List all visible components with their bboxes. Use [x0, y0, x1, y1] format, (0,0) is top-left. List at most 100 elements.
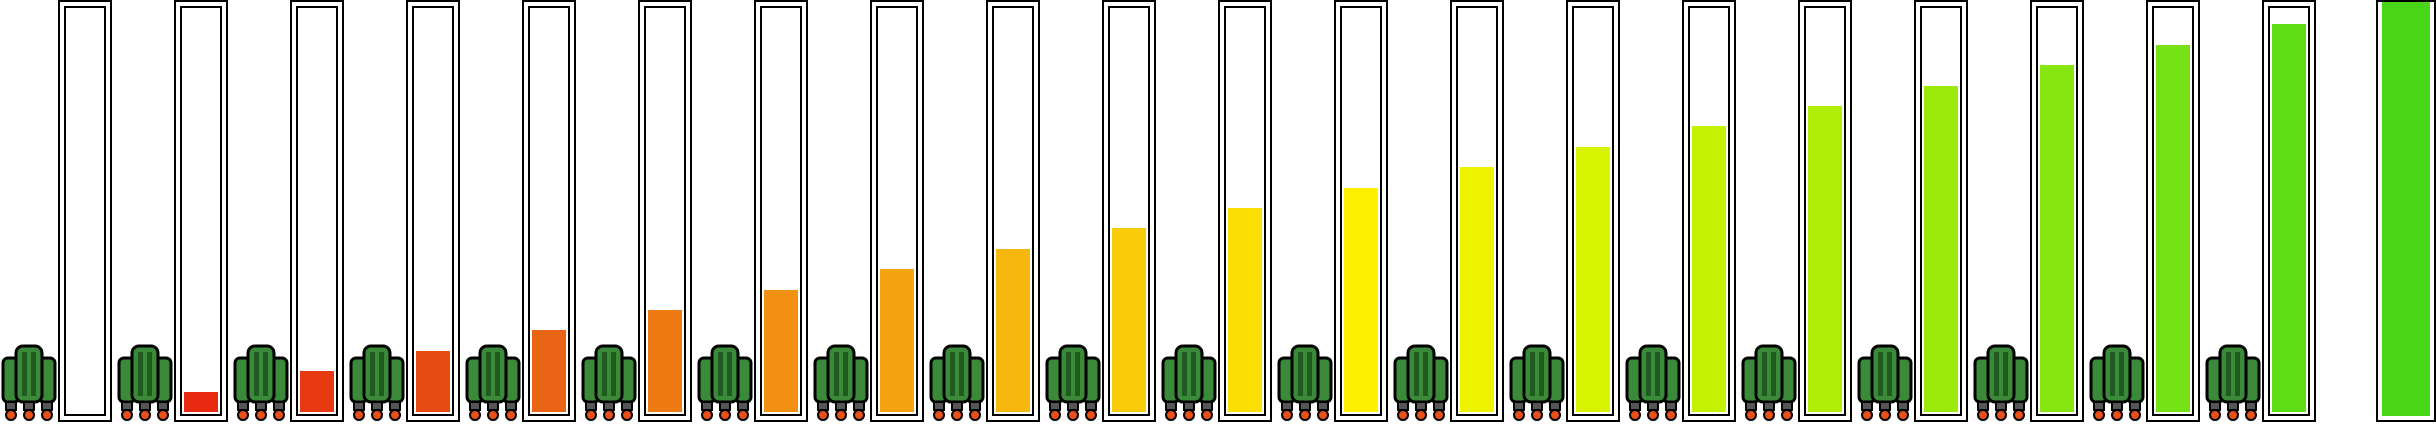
fuel-gauge-fill	[1460, 167, 1494, 412]
fuel-gauge	[1914, 0, 1968, 422]
fuel-gauge-fill	[1576, 147, 1610, 412]
fuel-gauge-track	[1104, 2, 1154, 420]
jetpack-icon	[464, 338, 522, 422]
fuel-gauge-track	[524, 2, 574, 420]
sprite-frame	[116, 0, 232, 422]
sprite-frame	[1624, 0, 1740, 422]
fuel-gauge-fill	[532, 330, 566, 412]
fuel-gauge	[1102, 0, 1156, 422]
fuel-gauge	[2376, 0, 2436, 422]
fuel-gauge-track	[1336, 2, 1386, 420]
fuel-gauge-fill	[1228, 208, 1262, 412]
jetpack-icon	[1740, 338, 1798, 422]
fuel-gauge-fill	[416, 351, 450, 412]
sprite-frame	[0, 0, 116, 422]
fuel-gauge-track	[60, 2, 110, 420]
sprite-frame	[348, 0, 464, 422]
fuel-gauge-fill	[2382, 2, 2430, 416]
fuel-gauge	[754, 0, 808, 422]
jetpack-icon	[1392, 338, 1450, 422]
fuel-gauge	[290, 0, 344, 422]
fuel-gauge	[174, 0, 228, 422]
fuel-gauge-fill	[1924, 86, 1958, 412]
fuel-gauge-fill	[1692, 126, 1726, 412]
fuel-gauge	[1566, 0, 1620, 422]
sprite-frame	[1856, 0, 1972, 422]
fuel-gauge-track	[1568, 2, 1618, 420]
fuel-gauge-track	[408, 2, 458, 420]
jetpack-icon	[116, 338, 174, 422]
fuel-gauge-track	[1452, 2, 1502, 420]
jetpack-icon	[1856, 338, 1914, 422]
jetpack-icon	[928, 338, 986, 422]
sprite-frame	[2204, 0, 2320, 422]
sprite-frame	[696, 0, 812, 422]
jetpack-icon	[1044, 338, 1102, 422]
fuel-gauge	[406, 0, 460, 422]
fuel-gauge	[870, 0, 924, 422]
fuel-gauge-track	[2378, 2, 2434, 420]
fuel-gauge	[1218, 0, 1272, 422]
sprite-frame	[580, 0, 696, 422]
fuel-gauge-fill	[300, 371, 334, 412]
sprite-frame	[1276, 0, 1392, 422]
fuel-gauge-track	[176, 2, 226, 420]
fuel-gauge	[986, 0, 1040, 422]
sprite-frame	[232, 0, 348, 422]
sprite-frame	[1508, 0, 1624, 422]
fuel-gauge	[1450, 0, 1504, 422]
fuel-gauge	[2146, 0, 2200, 422]
fuel-gauge-fill	[2156, 45, 2190, 412]
sprite-frame	[1044, 0, 1160, 422]
fuel-gauge-track	[756, 2, 806, 420]
fuel-gauge-fill	[996, 249, 1030, 412]
fuel-gauge-fill	[880, 269, 914, 412]
fuel-gauge-track	[1220, 2, 1270, 420]
fuel-gauge-fill	[2040, 65, 2074, 412]
fuel-gauge-fill	[184, 392, 218, 412]
fuel-gauge-track	[1800, 2, 1850, 420]
fuel-gauge-fill	[1344, 188, 1378, 412]
fuel-gauge	[2030, 0, 2084, 422]
fuel-gauge	[522, 0, 576, 422]
jetpack-icon	[0, 338, 58, 422]
fuel-gauge	[2262, 0, 2316, 422]
jetpack-icon	[1972, 338, 2030, 422]
fuel-gauge	[58, 0, 112, 422]
sprite-frame	[928, 0, 1044, 422]
fuel-gauge	[1798, 0, 1852, 422]
fuel-gauge-fill	[648, 310, 682, 412]
jetpack-icon	[1160, 338, 1218, 422]
jetpack-icon	[580, 338, 638, 422]
fuel-gauge-fill	[764, 290, 798, 412]
sprite-frame	[1392, 0, 1508, 422]
jetpack-icon	[1624, 338, 1682, 422]
jetpack-icon	[2204, 338, 2262, 422]
fuel-gauge-fill	[1112, 228, 1146, 412]
jetpack-icon	[232, 338, 290, 422]
sprite-frame	[464, 0, 580, 422]
fuel-gauge	[1334, 0, 1388, 422]
sprite-frame	[2088, 0, 2204, 422]
sprite-frame	[1160, 0, 1276, 422]
fuel-gauge-track	[988, 2, 1038, 420]
fuel-gauge-fill	[2272, 24, 2306, 412]
fuel-gauge-track	[2264, 2, 2314, 420]
fuel-gauge-track	[640, 2, 690, 420]
fuel-gauge-track	[1684, 2, 1734, 420]
fuel-gauge	[1682, 0, 1736, 422]
jetpack-icon	[1276, 338, 1334, 422]
jetpack-icon	[696, 338, 754, 422]
fuel-gauge-track	[1916, 2, 1966, 420]
fuel-gauge-track	[2032, 2, 2082, 420]
sprite-frame	[812, 0, 928, 422]
jetpack-icon	[348, 338, 406, 422]
jetpack-icon	[1508, 338, 1566, 422]
jetpack-icon	[812, 338, 870, 422]
sprite-frame	[1972, 0, 2088, 422]
jetpack-icon	[2088, 338, 2146, 422]
fuel-gauge-track	[872, 2, 922, 420]
fuel-gauge	[638, 0, 692, 422]
fuel-gauge-track	[2148, 2, 2198, 420]
